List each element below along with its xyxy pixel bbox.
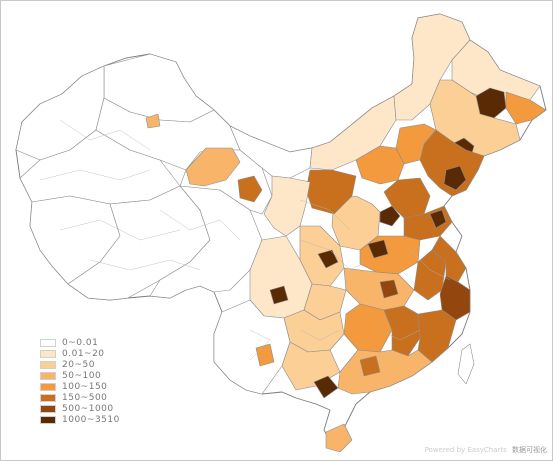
- legend-label: 50~100: [62, 371, 102, 381]
- region-gansu-lanzhou: [237, 175, 263, 203]
- region-inner-mongolia-east: [393, 13, 471, 121]
- region-shandong-jinan: [429, 209, 447, 229]
- legend-swatch: [40, 416, 56, 424]
- region-beijing-tianjin: [379, 205, 401, 227]
- legend-swatch: [40, 405, 56, 413]
- region-tibet-east: [149, 185, 263, 299]
- legend-swatch: [40, 383, 56, 391]
- region-hubei-wuhan: [379, 279, 399, 299]
- legend-row: 1000~3510: [40, 415, 120, 425]
- credit-text: Powered by EasyCharts: [424, 446, 507, 454]
- region-shanghai-zhejiang: [439, 275, 471, 321]
- legend-label: 20~50: [62, 360, 95, 370]
- legend-row: 150~500: [40, 393, 120, 403]
- legend-label: 0~0.01: [62, 338, 99, 348]
- sub-boundaries: [39, 119, 451, 361]
- legend-swatch: [40, 339, 56, 347]
- region-heilongjiang-east: [505, 91, 547, 125]
- legend-swatch: [40, 361, 56, 369]
- legend-swatch: [40, 372, 56, 380]
- region-sichuan-chengdu: [269, 285, 289, 305]
- region-hunan: [343, 303, 393, 353]
- legend-label: 0.01~20: [62, 349, 105, 359]
- legend-swatch: [40, 394, 56, 402]
- legend-label: 500~1000: [62, 404, 114, 414]
- region-guangdong-guangzhou: [359, 355, 381, 377]
- region-gansu-east: [263, 175, 311, 237]
- region-taiwan: [457, 343, 475, 385]
- legend-row: 500~1000: [40, 404, 120, 414]
- legend-row: 100~150: [40, 382, 120, 392]
- region-western-small-orange: [145, 113, 161, 129]
- region-gansu-hexi: [185, 147, 241, 187]
- region-shaanxi-xian: [317, 249, 339, 269]
- region-jiangxi: [383, 305, 421, 357]
- region-liaoning-shenyang: [443, 165, 467, 191]
- region-hainan: [325, 423, 353, 453]
- legend-label: 150~500: [62, 393, 108, 403]
- map-legend: 0~0.01 0.01~20 20~50 50~100 100~150 150~…: [40, 338, 120, 426]
- credit-watermark: Powered by EasyCharts 数据可视化: [425, 445, 547, 455]
- legend-label: 1000~3510: [62, 415, 120, 425]
- legend-row: 0~0.01: [40, 338, 120, 348]
- legend-label: 100~150: [62, 382, 108, 392]
- region-henan-zhengzhou: [367, 239, 389, 259]
- credit-brand: 数据可视化: [512, 446, 547, 454]
- region-fujian: [417, 309, 457, 363]
- region-hebei-north: [355, 145, 405, 185]
- legend-row: 0.01~20: [40, 349, 120, 359]
- legend-row: 20~50: [40, 360, 120, 370]
- legend-swatch: [40, 350, 56, 358]
- legend-row: 50~100: [40, 371, 120, 381]
